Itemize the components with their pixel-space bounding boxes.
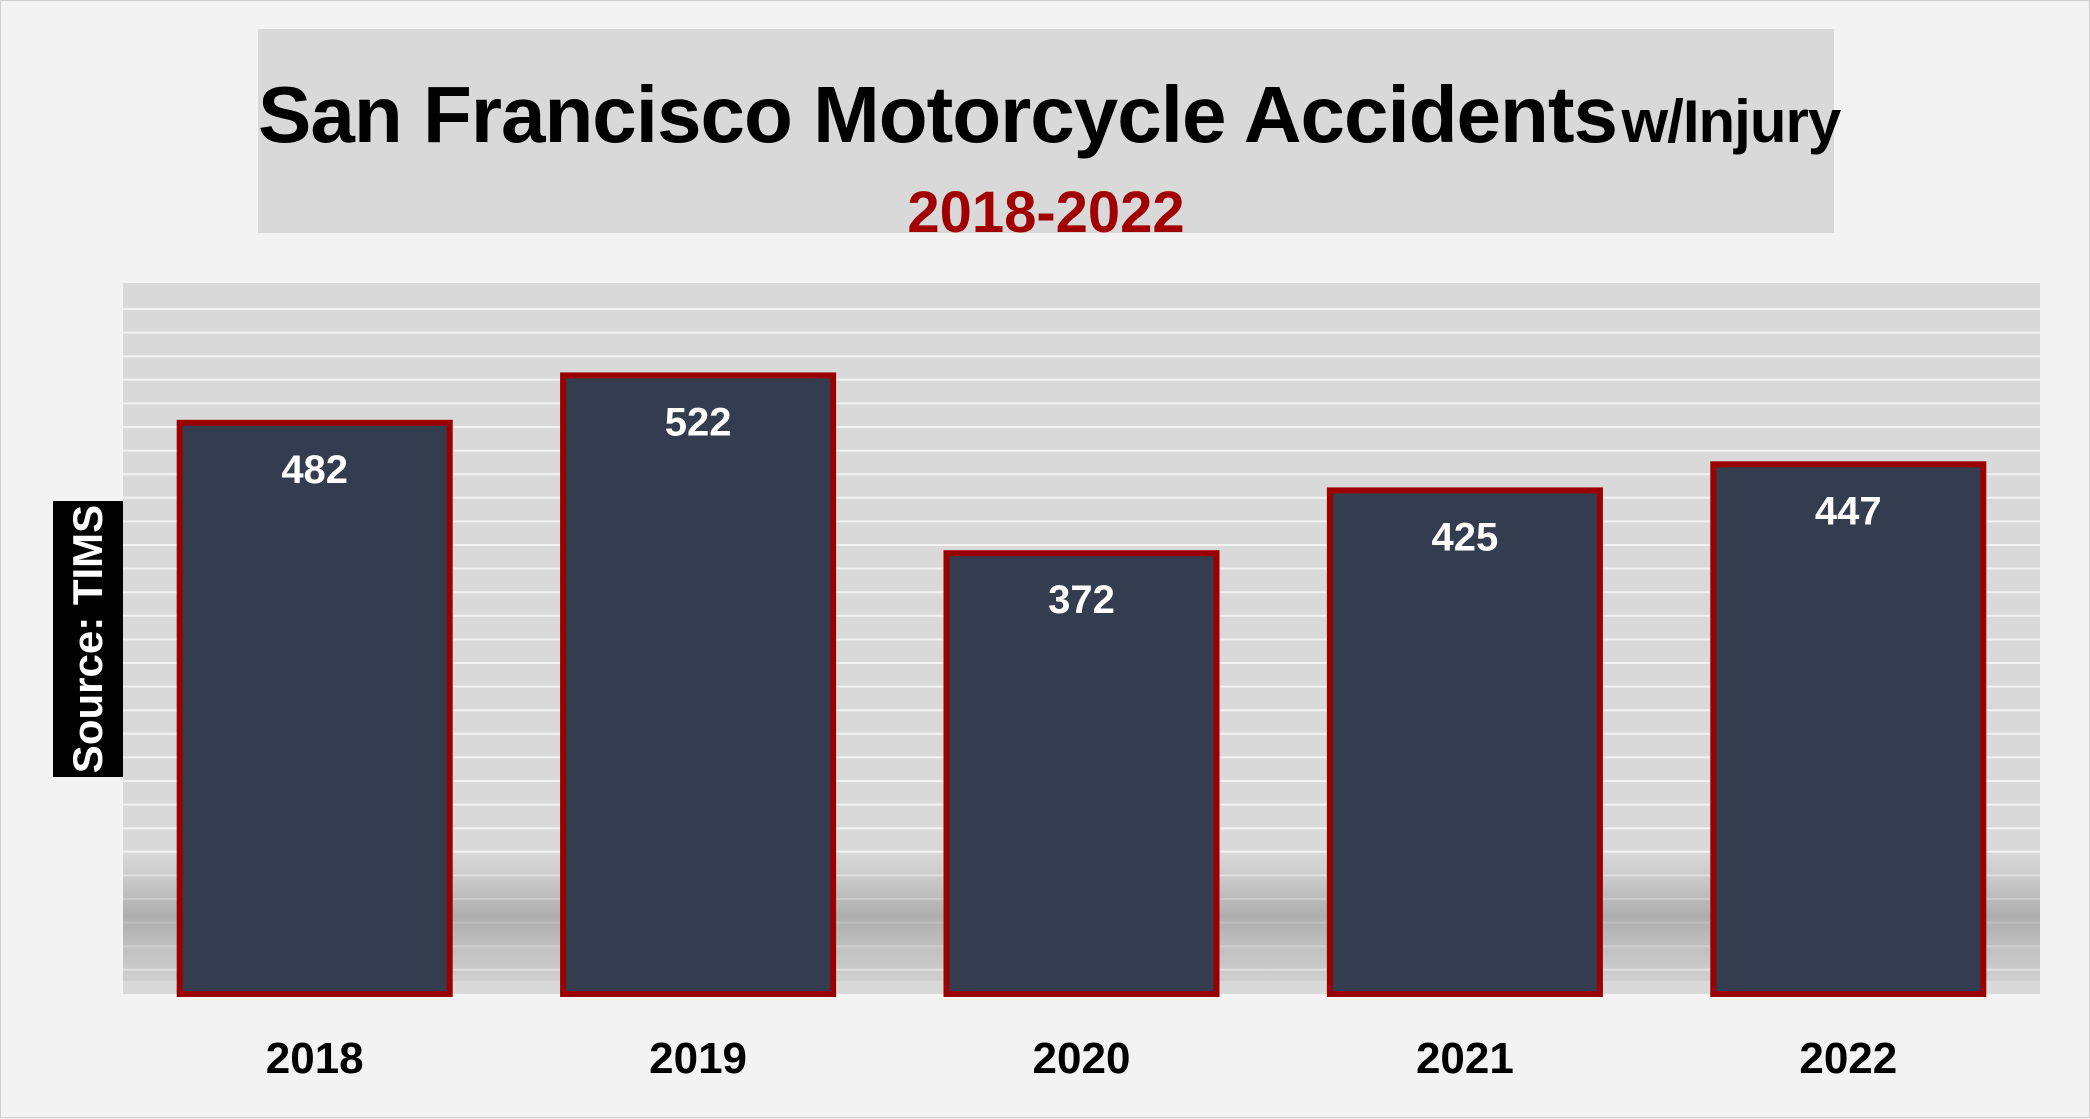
x-tick-label-2020: 2020	[1033, 1034, 1131, 1083]
chart-title: San Francisco Motorcycle Accidents w/Inj…	[258, 69, 1841, 161]
data-label-2018: 482	[281, 448, 348, 492]
x-tick-label-2022: 2022	[1799, 1034, 1897, 1083]
chart-title-main: San Francisco Motorcycle Accidents	[258, 70, 1618, 159]
bar-2020	[943, 550, 1220, 997]
bar-2022	[1710, 461, 1987, 997]
bar-2018	[176, 419, 453, 997]
chart-subtitle: 2018-2022	[907, 180, 1185, 245]
bar-2021	[1326, 487, 1603, 997]
x-tick-label-2018: 2018	[266, 1034, 364, 1083]
chart-title-suffix: w/Injury	[1621, 88, 1842, 155]
source-badge: Source: TIMS	[53, 501, 123, 777]
x-tick-label-2019: 2019	[649, 1034, 747, 1083]
data-label-2019: 522	[665, 400, 732, 444]
x-tick-label-2021: 2021	[1416, 1034, 1514, 1083]
data-label-2022: 447	[1815, 489, 1882, 533]
title-box: San Francisco Motorcycle Accidents w/Inj…	[258, 29, 1841, 245]
data-label-2020: 372	[1048, 578, 1115, 622]
data-label-2021: 425	[1432, 515, 1499, 559]
bar-2019	[560, 372, 837, 997]
